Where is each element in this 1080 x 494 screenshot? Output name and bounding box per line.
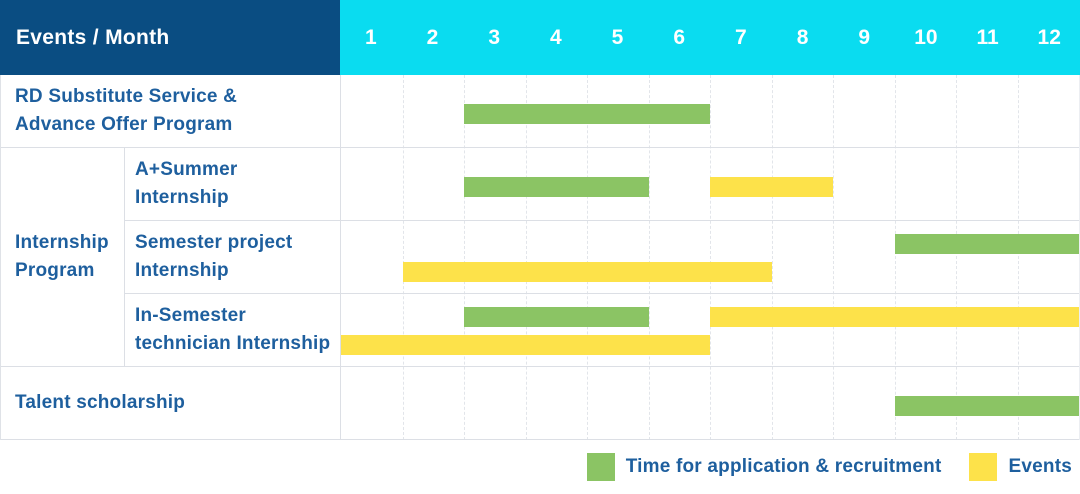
group-label-text: Internship Program	[15, 232, 109, 281]
month-header-4: 4	[550, 25, 562, 49]
timeline-track-rd-substitute-service	[341, 75, 1079, 148]
table-header: Events / Month 1 2 3 4 5 6 7 8 9 10 11 1…	[0, 0, 1080, 75]
month-header-7: 7	[735, 25, 747, 49]
month-header-5: 5	[611, 25, 624, 49]
row-label-text: Talent scholarship	[15, 392, 186, 413]
month-header-strip: 1 2 3 4 5 6 7 8 9 10 11 12	[340, 0, 1080, 75]
row-label-a-plus-summer-internship: A+Summer Internship	[125, 148, 341, 221]
row-label-text: RD Substitute Service & Advance Offer Pr…	[15, 86, 238, 135]
events-month-corner-header: Events / Month	[0, 0, 340, 75]
application-bar	[894, 396, 1079, 416]
row-label-talent-scholarship: Talent scholarship	[1, 367, 341, 440]
application-bar	[464, 307, 649, 327]
row-label-text: A+Summer Internship	[135, 159, 238, 208]
legend-item-application: Time for application & recruitment	[586, 453, 942, 481]
month-header-1: 1	[364, 25, 377, 49]
event-bar	[341, 335, 710, 355]
legend-item-events: Events	[969, 453, 1072, 481]
schedule-table-body: RD Substitute Service & Advance Offer Pr…	[0, 75, 1080, 440]
month-header-10: 10	[914, 25, 938, 49]
row-label-semester-project-internship: Semester project Internship	[125, 221, 341, 294]
month-header-11: 11	[976, 25, 999, 49]
events-legend-label: Events	[1008, 456, 1072, 477]
timeline-track-a-plus-summer-internship	[341, 148, 1079, 221]
row-label-text: Semester project Internship	[135, 232, 293, 281]
month-header-3: 3	[488, 25, 501, 49]
application-bar	[894, 234, 1079, 254]
legend: Time for application & recruitment Event…	[0, 440, 1080, 494]
application-legend-swatch	[586, 453, 615, 481]
row-label-text: In-Semester technician Internship	[135, 305, 331, 354]
month-header-6: 6	[673, 25, 686, 49]
corner-label: Events / Month	[16, 25, 170, 49]
month-header-12: 12	[1037, 25, 1061, 49]
month-header-8: 8	[796, 25, 809, 49]
event-bar	[402, 262, 772, 282]
timeline-track-semester-project-internship	[341, 221, 1079, 294]
application-bar	[464, 177, 649, 197]
month-header-9: 9	[858, 25, 871, 49]
group-label-internship-program: Internship Program	[1, 148, 125, 367]
event-bar	[710, 177, 833, 197]
application-bar	[464, 104, 710, 124]
event-bar	[710, 307, 1079, 327]
timeline-track-talent-scholarship	[341, 367, 1079, 440]
timeline-track-in-semester-technician-internship	[341, 294, 1079, 367]
events-legend-swatch	[969, 453, 998, 481]
row-label-rd-substitute-service: RD Substitute Service & Advance Offer Pr…	[1, 75, 341, 148]
application-legend-label: Time for application & recruitment	[625, 456, 942, 477]
row-label-in-semester-technician-internship: In-Semester technician Internship	[125, 294, 341, 367]
month-header-2: 2	[426, 25, 439, 49]
